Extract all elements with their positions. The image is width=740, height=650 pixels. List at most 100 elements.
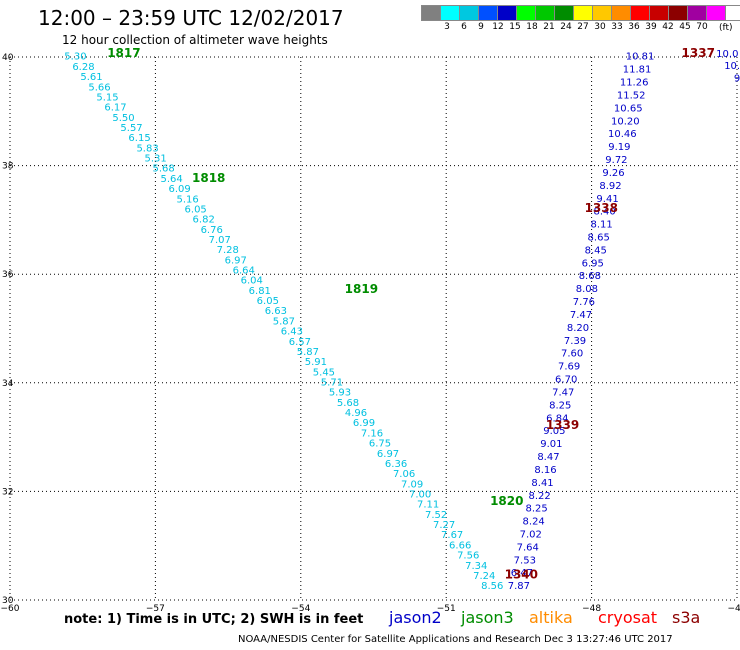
pass-time-label: 1820 [490, 494, 523, 508]
wave-height-value: 11.81 [623, 65, 652, 76]
satellite-legend-item: s3a [672, 608, 701, 627]
wave-height-value: 6.76 [201, 225, 223, 236]
wave-height-value: 6.70 [555, 375, 577, 386]
color-scale-label: 30 [594, 22, 606, 32]
wave-height-value: 7.11 [417, 500, 439, 511]
color-scale-legend: 3 6 9 12 15 18 21 24 27 30 33 36 39 42 45 70 (ft) [421, 5, 740, 33]
page-title: 12:00 – 23:59 UTC 12/02/2017 [38, 6, 344, 30]
wave-height-value: 7.87 [508, 581, 530, 592]
wave-height-value: 9 [734, 73, 740, 84]
longitude-tick-label: −51 [437, 604, 456, 614]
wave-height-value: 7.47 [552, 387, 574, 398]
longitude-tick-label: −60 [1, 604, 20, 614]
wave-height-value: 8.24 [523, 517, 545, 528]
wave-height-value: 6.05 [185, 204, 207, 215]
wave-height-value: 7.07 [209, 235, 231, 246]
wave-height-value: 7.67 [441, 530, 463, 541]
wave-height-value: 5.83 [136, 143, 158, 154]
wave-height-value: 4.96 [345, 408, 367, 419]
wave-height-value: 6.95 [582, 258, 604, 269]
wave-height-value: 6.47 [511, 568, 533, 579]
color-scale-label: 21 [543, 22, 555, 32]
wave-height-value: 7.53 [514, 555, 536, 566]
wave-height-value: 10.0 [716, 49, 738, 60]
wave-height-value: 7.27 [433, 520, 455, 531]
wave-height-value: 5.68 [337, 398, 359, 409]
wave-height-value: 9.26 [602, 168, 624, 179]
wave-height-value: 7.02 [520, 529, 542, 540]
wave-height-value: 7.56 [457, 551, 479, 562]
wave-height-value: 5.68 [152, 164, 174, 175]
wave-height-value: 8.20 [567, 323, 589, 334]
longitude-tick-label: −48 [582, 604, 601, 614]
wave-height-value: 5.45 [313, 367, 335, 378]
wave-height-value: 8.16 [534, 465, 556, 476]
pass-time-label: 1338 [585, 201, 618, 215]
wave-height-value: 6.28 [72, 62, 94, 73]
wave-height-value: 8.92 [599, 181, 621, 192]
wave-height-value: 6.82 [193, 215, 215, 226]
wave-height-value: 11.52 [617, 90, 646, 101]
wave-height-value: 7.28 [217, 245, 239, 256]
color-scale-label: 18 [526, 22, 538, 32]
wave-height-value: 6.99 [353, 418, 375, 429]
color-scale-label: 6 [461, 22, 467, 32]
satellite-legend-item: altika [529, 608, 573, 627]
wave-height-value: 9.05 [543, 426, 565, 437]
color-scale-swatch [725, 5, 740, 21]
latitude-tick-label: 36 [2, 270, 14, 280]
wave-height-value: 5.71 [321, 378, 343, 389]
color-scale-label: 39 [645, 22, 657, 32]
wave-height-value: 6.66 [449, 540, 471, 551]
pass-time-label: 1819 [345, 282, 378, 296]
color-scale-label: 33 [611, 22, 623, 32]
wave-height-value: 6.36 [385, 459, 407, 470]
wave-height-value: 5.66 [88, 82, 110, 93]
wave-height-value: 6.05 [257, 296, 279, 307]
color-scale-label: 70 [696, 22, 708, 32]
color-scale-label: 27 [577, 22, 589, 32]
longitude-tick-label: −57 [146, 604, 165, 614]
color-scale-label: 42 [662, 22, 674, 32]
page-subtitle: 12 hour collection of altimeter wave hei… [62, 33, 328, 47]
satellite-legend-item: jason2 [389, 608, 442, 627]
pass-time-label: 1337 [682, 46, 715, 60]
wave-height-value: 8.22 [528, 491, 550, 502]
wave-height-value: 9.19 [608, 142, 630, 153]
wave-height-value: 8.08 [576, 284, 598, 295]
wave-height-value: 6.43 [281, 327, 303, 338]
footer-credit: NOAA/NESDIS Center for Satellite Applica… [238, 634, 673, 645]
wave-height-value: 10.81 [626, 52, 655, 63]
wave-height-value: 8.11 [591, 220, 613, 231]
wave-height-value: 8.41 [531, 478, 553, 489]
wave-height-value: 10.46 [608, 129, 637, 140]
latitude-tick-label: 40 [2, 53, 14, 63]
wave-height-value: 7.16 [361, 428, 383, 439]
wave-height-value: 6.84 [546, 413, 568, 424]
color-scale-label: 36 [628, 22, 640, 32]
pass-time-label: 1818 [192, 171, 225, 185]
wave-height-value: 6.17 [104, 103, 126, 114]
color-scale-label: 12 [492, 22, 504, 32]
wave-height-value: 8.25 [549, 400, 571, 411]
wave-height-value: 10.20 [611, 116, 640, 127]
color-scale-unit: (ft) [719, 23, 733, 33]
wave-height-value: 5.93 [329, 388, 351, 399]
wave-height-value: 8.56 [481, 581, 503, 592]
pass-time-label: 1817 [107, 46, 140, 60]
color-scale-label: 24 [560, 22, 572, 32]
wave-height-value: 5.57 [120, 123, 142, 134]
color-scale-label: 3 [444, 22, 450, 32]
wave-height-value: 7.24 [473, 571, 495, 582]
wave-height-value: 11.26 [620, 78, 649, 89]
wave-height-value: 6.57 [289, 337, 311, 348]
latitude-tick-label: 38 [2, 162, 14, 172]
longitude-tick-label: −54 [291, 604, 310, 614]
wave-height-value: 8.65 [588, 232, 610, 243]
wave-height-value: 5.30 [64, 52, 86, 63]
color-scale-label: 15 [509, 22, 521, 32]
wave-height-value: 8.68 [579, 271, 601, 282]
wave-height-value: 6.63 [265, 306, 287, 317]
color-scale-label: 45 [679, 22, 691, 32]
